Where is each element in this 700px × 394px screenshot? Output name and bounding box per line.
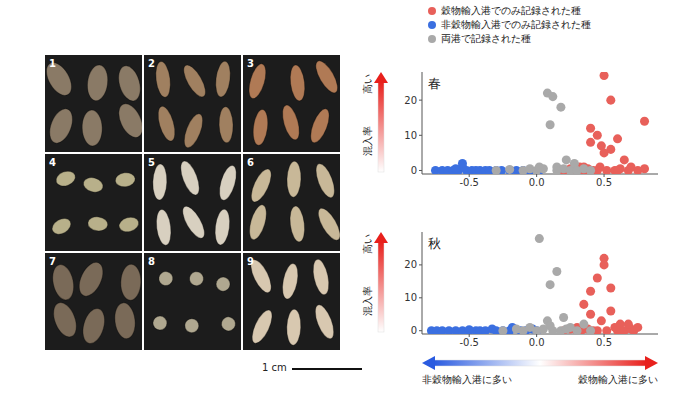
svg-text:8: 8 [148, 256, 155, 267]
svg-text:0.5: 0.5 [596, 337, 612, 348]
svg-text:混入率: 混入率 [362, 286, 373, 316]
svg-text:0.0: 0.0 [529, 177, 545, 188]
svg-text:混入率: 混入率 [362, 126, 373, 156]
svg-text:0: 0 [411, 325, 417, 336]
svg-text:2: 2 [148, 58, 155, 69]
svg-text:-0.5: -0.5 [459, 177, 479, 188]
html-text:1 cm: 1 cm [262, 362, 287, 373]
svg-text:高い: 高い [362, 234, 373, 254]
svg-text:10: 10 [404, 292, 417, 303]
html-text:春: 春 [428, 76, 441, 91]
html-text:両港で記録された種: 両港で記録された種 [441, 33, 531, 44]
html-text:非穀物輸入港でのみ記録された種: 非穀物輸入港でのみ記録された種 [441, 19, 591, 30]
html-text:非穀物輸入港に多い: 非穀物輸入港に多い [422, 374, 512, 385]
svg-text:0.0: 0.0 [529, 337, 545, 348]
svg-text:-0.5: -0.5 [459, 337, 479, 348]
svg-text:10: 10 [404, 130, 417, 141]
svg-text:9: 9 [247, 256, 254, 267]
svg-text:4: 4 [49, 157, 56, 168]
svg-text:3: 3 [247, 58, 254, 69]
svg-text:6: 6 [247, 157, 254, 168]
svg-text:0: 0 [411, 165, 417, 176]
html-text:穀物輸入港に多い: 穀物輸入港に多い [578, 374, 658, 385]
svg-text:高い: 高い [362, 74, 373, 94]
svg-text:5: 5 [148, 157, 155, 168]
svg-text:7: 7 [49, 256, 56, 267]
svg-text:20: 20 [404, 95, 417, 106]
html-text:秋: 秋 [428, 236, 441, 251]
html-text:穀物輸入港でのみ記録された種: 穀物輸入港でのみ記録された種 [441, 5, 581, 16]
svg-text:1: 1 [49, 58, 56, 69]
svg-text:0.5: 0.5 [596, 177, 612, 188]
svg-text:20: 20 [404, 259, 417, 270]
